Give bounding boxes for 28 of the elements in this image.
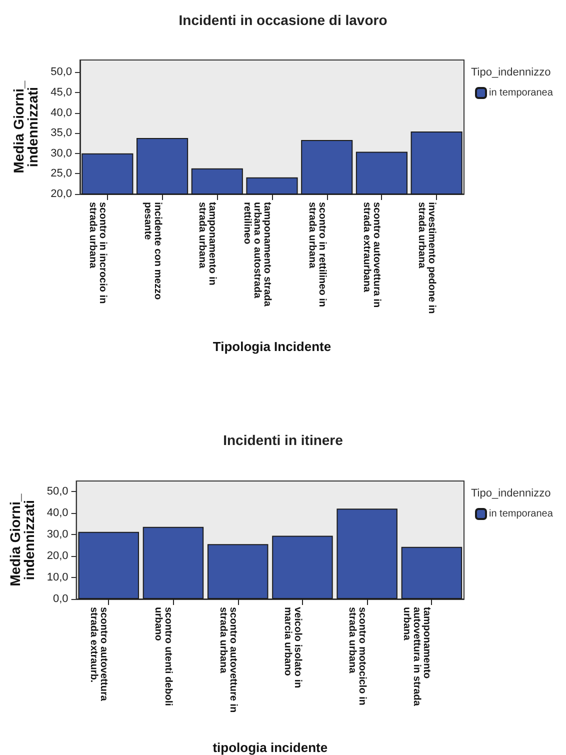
x-tick-label: scontro utenti deboli urbano	[152, 607, 174, 709]
y-tick-label: 20,0	[50, 188, 72, 200]
y-tick-label: 25,0	[50, 168, 72, 180]
x-tick-label: incidente con mezzo pesante	[142, 202, 163, 303]
y-tick-label: 0,0	[53, 593, 68, 605]
x-axis-title: tipologia incidente	[212, 740, 328, 755]
y-tick-label: 10,0	[46, 572, 68, 584]
x-axis-title: Tipologia Incidente	[212, 339, 332, 354]
chart-title: Incidenti in itinere	[223, 432, 344, 448]
y-axis-title: Media Giorni_ indennizzati	[10, 80, 41, 174]
legend-label: in temporanea	[489, 508, 554, 520]
x-tick-label: tamponamento autovettura in strada urbana	[401, 607, 432, 709]
y-tick-label: 50,0	[50, 66, 72, 78]
legend-title: Tipo_indennizzo	[471, 488, 551, 500]
y-tick-label: 30,0	[46, 528, 68, 541]
y-tick-label: 50,0	[46, 486, 68, 498]
y-tick-label: 45,0	[50, 86, 72, 98]
y-tick-label: 35,0	[50, 127, 72, 140]
chart-title: Incidenti in occasione di lavoro	[178, 12, 388, 28]
y-tick-label: 40,0	[46, 507, 68, 520]
y-axis-title: Media Giorni_ indennizzati	[7, 494, 37, 586]
y-tick-label: 30,0	[50, 147, 72, 160]
y-tick-label: 40,0	[50, 106, 72, 119]
legend-label: in temporanea	[489, 88, 554, 98]
x-tick-label: scontro in incrocio in strada urbana	[86, 202, 108, 306]
x-tick-label: scontro autovettura strada extraurb.	[88, 607, 110, 704]
legend-title: Tipo_indennizzo	[471, 66, 551, 78]
y-tick-label: 20,0	[46, 550, 68, 562]
